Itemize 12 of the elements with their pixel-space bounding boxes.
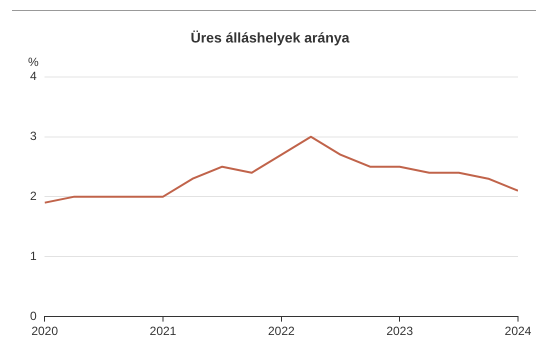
y-tick-label: 0 — [30, 308, 37, 323]
y-tick-label: 4 — [30, 69, 37, 84]
x-tick-label: 2021 — [150, 324, 177, 338]
x-tick-label: 2023 — [386, 324, 414, 338]
y-axis-title: % — [28, 55, 39, 70]
y-tick-label: 1 — [30, 248, 37, 263]
x-tick-label: 2022 — [268, 324, 296, 338]
y-tick-label: 2 — [30, 189, 37, 204]
chart-title: Üres álláshelyek aránya — [190, 29, 350, 46]
x-tick-label: 2024 — [504, 324, 532, 338]
x-tick-label: 2020 — [31, 324, 58, 338]
y-tick-label: 3 — [30, 129, 37, 144]
